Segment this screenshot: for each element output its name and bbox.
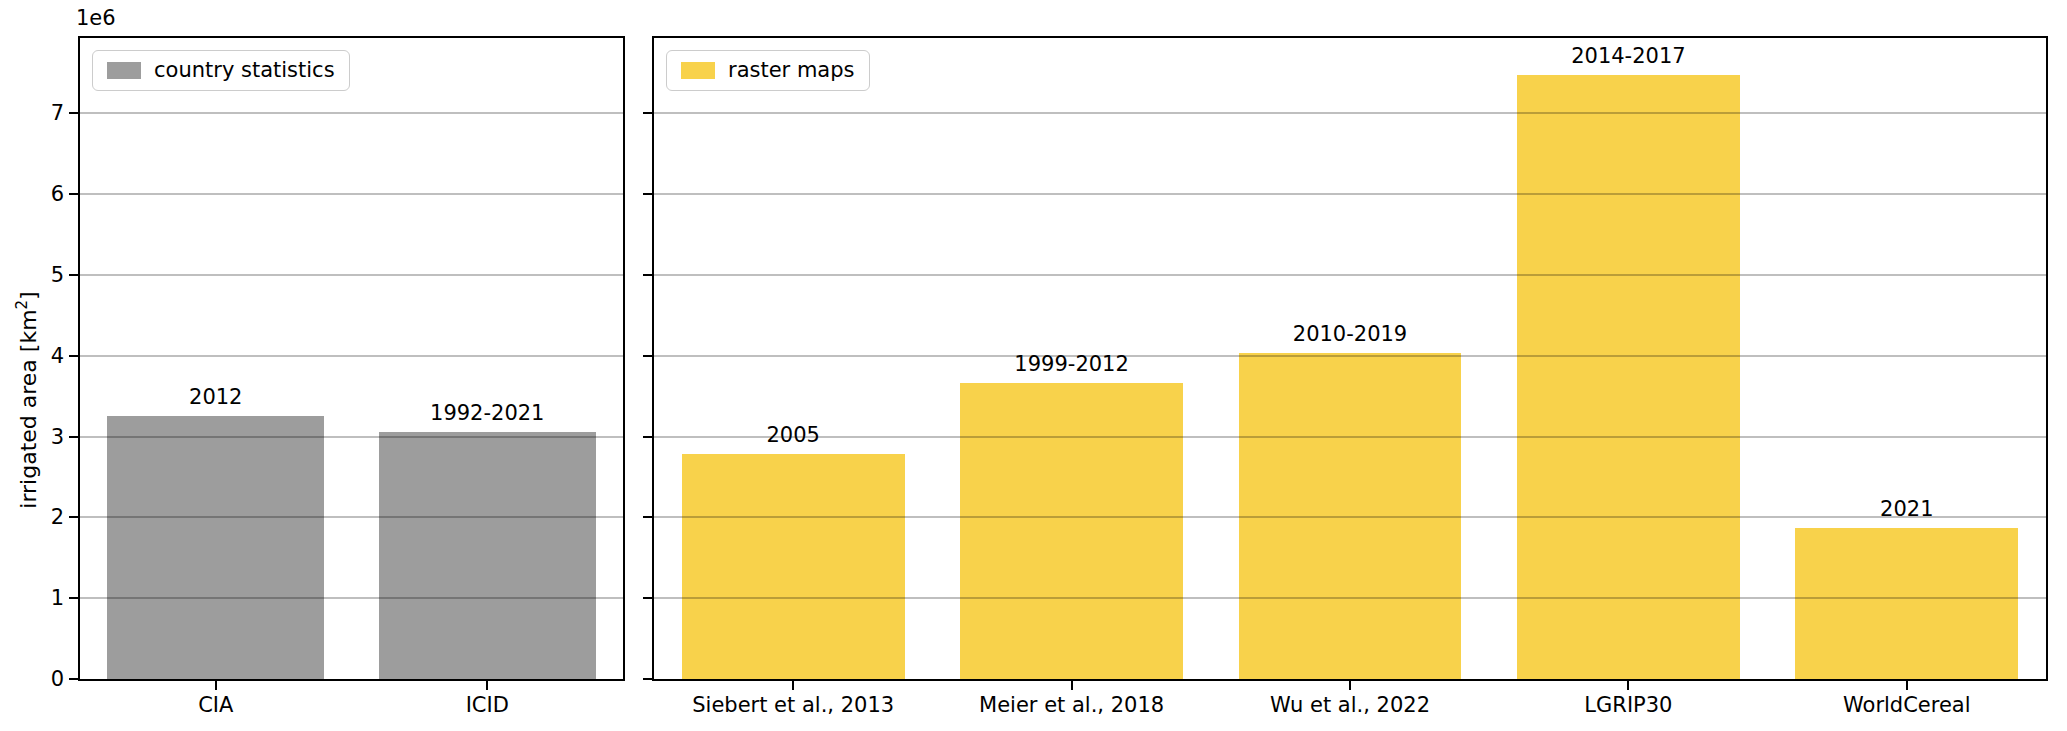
bar-annotation: 2021 xyxy=(1880,499,1933,520)
y-tick-mark-2 xyxy=(643,516,652,518)
bar-annotation: 2010-2019 xyxy=(1293,324,1407,345)
bar-cia xyxy=(107,416,324,679)
y-tick-mark-7 xyxy=(69,112,78,114)
gridline-y-6 xyxy=(80,193,623,195)
y-tick-mark-6 xyxy=(69,193,78,195)
subplot-country-statistics: country statistics 012345672012CIA1992-2… xyxy=(78,36,625,681)
x-tick-mark xyxy=(486,681,488,690)
x-tick-mark xyxy=(792,681,794,690)
bar-worldcereal xyxy=(1795,528,2018,679)
bar-siebert-et-al-2013 xyxy=(682,454,905,679)
x-tick-label: WorldCereal xyxy=(1843,695,1971,716)
bar-icid xyxy=(379,432,596,679)
bar-lgrip30 xyxy=(1517,75,1740,679)
y-tick-mark-1 xyxy=(69,597,78,599)
legend-swatch-gray xyxy=(107,62,141,79)
legend-country-statistics: country statistics xyxy=(92,50,350,91)
legend-raster-maps: raster maps xyxy=(666,50,870,91)
gridline-y-4 xyxy=(80,355,623,357)
x-tick-label: LGRIP30 xyxy=(1584,695,1672,716)
x-tick-label: Siebert et al., 2013 xyxy=(692,695,894,716)
y-axis-label: irrigated area [km2] xyxy=(13,291,40,508)
bar-annotation: 2012 xyxy=(189,387,242,408)
bar-wu-et-al-2022 xyxy=(1239,353,1462,679)
y-tick-mark-0 xyxy=(643,678,652,680)
x-tick-mark xyxy=(1906,681,1908,690)
y-axis-label-text: irrigated area [km xyxy=(16,309,41,508)
gridline-y-5 xyxy=(80,274,623,276)
gridline-y-7 xyxy=(80,112,623,114)
gridline-y-5 xyxy=(654,274,2046,276)
subplot-raster-maps: raster maps 2005Siebert et al., 20131999… xyxy=(652,36,2048,681)
y-tick-mark-5 xyxy=(69,274,78,276)
x-tick-label: CIA xyxy=(198,695,233,716)
gridline-y-7 xyxy=(654,112,2046,114)
x-tick-mark xyxy=(1349,681,1351,690)
x-tick-mark xyxy=(215,681,217,690)
figure: irrigated area [km2] 1e6 country statist… xyxy=(0,0,2067,731)
y-tick-mark-4 xyxy=(643,355,652,357)
y-tick-mark-7 xyxy=(643,112,652,114)
y-tick-mark-3 xyxy=(643,436,652,438)
y-tick-mark-0 xyxy=(69,678,78,680)
y-axis-label-superscript: 2 xyxy=(13,300,31,310)
x-tick-label: Meier et al., 2018 xyxy=(979,695,1164,716)
x-tick-mark xyxy=(1071,681,1073,690)
y-tick-mark-2 xyxy=(69,516,78,518)
y-tick-mark-5 xyxy=(643,274,652,276)
y-axis-offset-label: 1e6 xyxy=(76,6,116,30)
y-tick-mark-4 xyxy=(69,355,78,357)
y-axis-label-suffix: ] xyxy=(16,291,41,300)
y-tick-mark-1 xyxy=(643,597,652,599)
bar-annotation: 1999-2012 xyxy=(1014,354,1128,375)
x-tick-mark xyxy=(1627,681,1629,690)
x-tick-label: ICID xyxy=(466,695,509,716)
x-tick-label: Wu et al., 2022 xyxy=(1270,695,1430,716)
bar-annotation: 2005 xyxy=(766,425,819,446)
legend-label: country statistics xyxy=(154,59,335,82)
legend-label: raster maps xyxy=(728,59,855,82)
y-tick-mark-3 xyxy=(69,436,78,438)
bar-meier-et-al-2018 xyxy=(960,383,1183,680)
bar-annotation: 2014-2017 xyxy=(1571,46,1685,67)
bar-annotation: 1992-2021 xyxy=(430,403,544,424)
legend-swatch-yellow xyxy=(681,62,715,79)
gridline-y-6 xyxy=(654,193,2046,195)
y-tick-mark-6 xyxy=(643,193,652,195)
